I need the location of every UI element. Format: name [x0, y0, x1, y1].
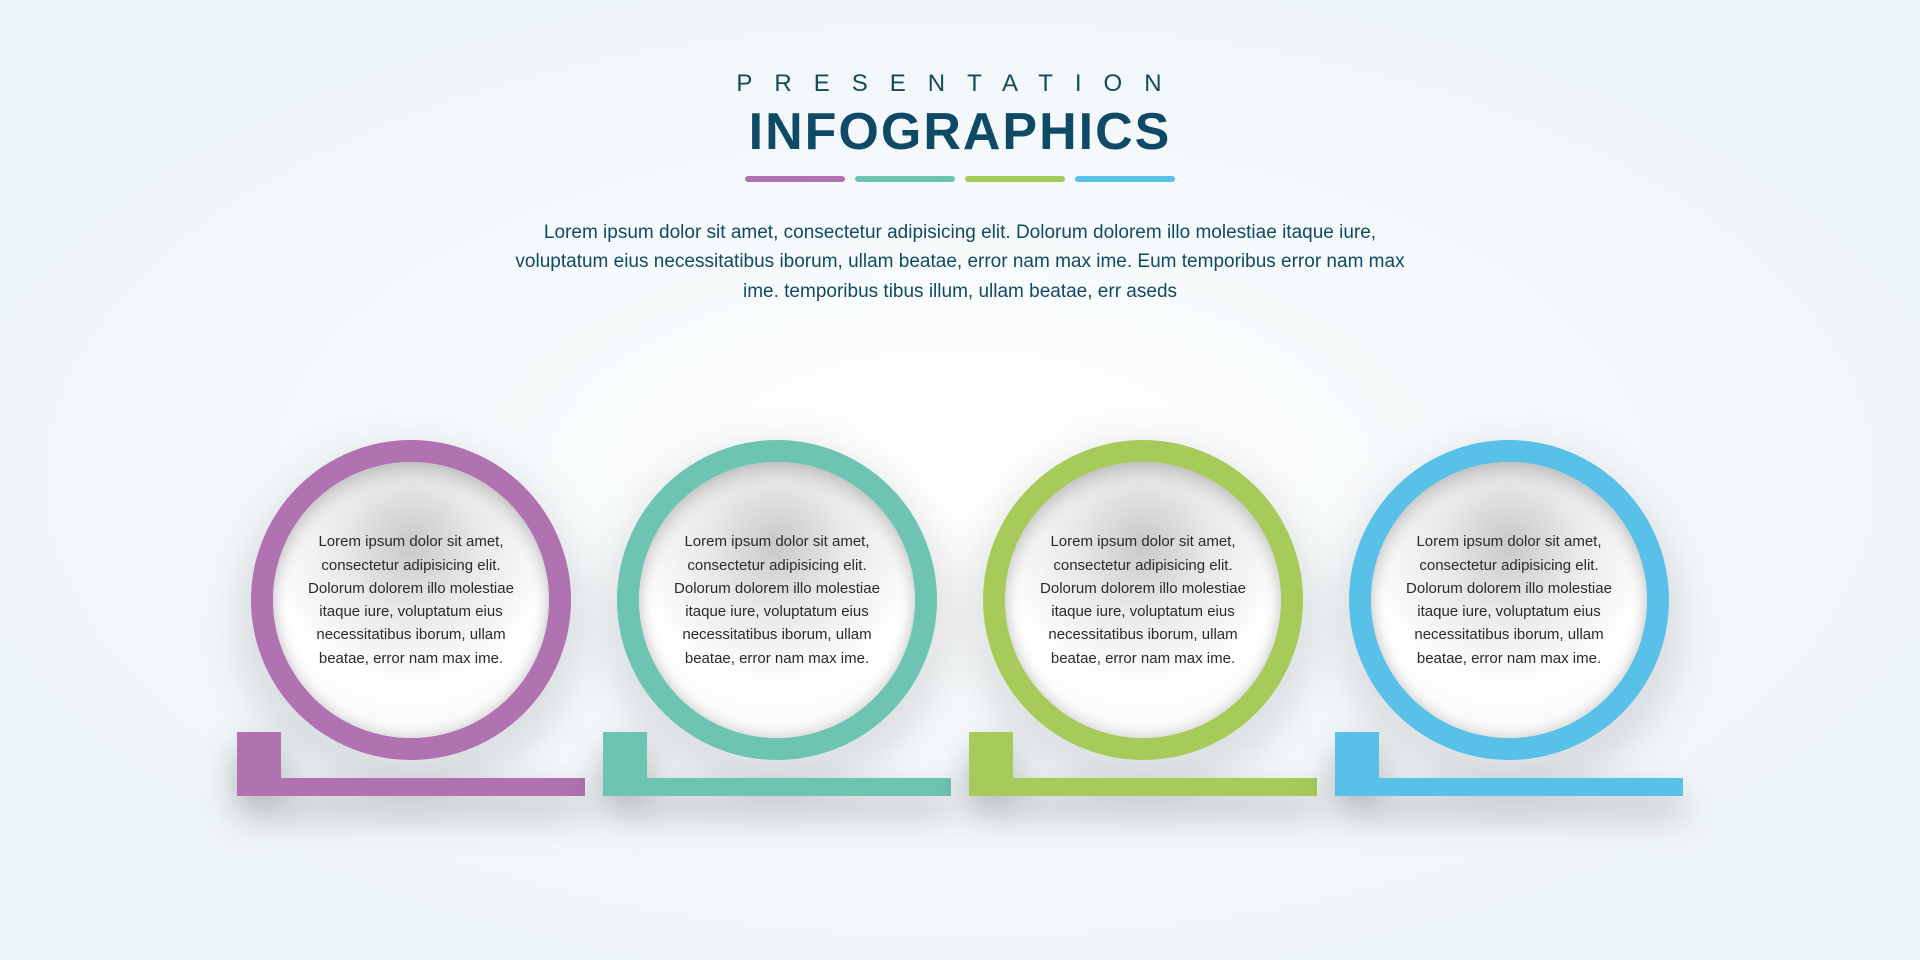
underline-seg-3: [965, 176, 1065, 182]
step-3-base: [969, 778, 1317, 796]
step-4-text: Lorem ipsum dolor sit amet, consectetur …: [1401, 530, 1617, 670]
step-1-disk: Lorem ipsum dolor sit amet, consectetur …: [273, 462, 549, 738]
underline-seg-4: [1075, 176, 1175, 182]
pretitle: PRESENTATION: [460, 70, 1460, 98]
step-1-base: [237, 778, 585, 796]
step-2: Lorem ipsum dolor sit amet, consectetur …: [617, 440, 937, 760]
intro-text: Lorem ipsum dolor sit amet, consectetur …: [510, 218, 1410, 306]
header: PRESENTATION INFOGRAPHICS Lorem ipsum do…: [460, 70, 1460, 306]
step-4-disk: Lorem ipsum dolor sit amet, consectetur …: [1371, 462, 1647, 738]
step-1: Lorem ipsum dolor sit amet, consectetur …: [251, 440, 571, 760]
step-3-disk: Lorem ipsum dolor sit amet, consectetur …: [1005, 462, 1281, 738]
title-underline: [460, 176, 1460, 182]
step-2-base: [603, 778, 951, 796]
step-2-text: Lorem ipsum dolor sit amet, consectetur …: [669, 530, 885, 670]
step-4-base: [1335, 778, 1683, 796]
underline-seg-2: [855, 176, 955, 182]
step-1-text: Lorem ipsum dolor sit amet, consectetur …: [303, 530, 519, 670]
step-2-disk: Lorem ipsum dolor sit amet, consectetur …: [639, 462, 915, 738]
step-3-text: Lorem ipsum dolor sit amet, consectetur …: [1035, 530, 1251, 670]
step-3: Lorem ipsum dolor sit amet, consectetur …: [983, 440, 1303, 760]
steps-row: Lorem ipsum dolor sit amet, consectetur …: [251, 440, 1669, 760]
title: INFOGRAPHICS: [460, 102, 1460, 162]
step-4: Lorem ipsum dolor sit amet, consectetur …: [1349, 440, 1669, 760]
underline-seg-1: [745, 176, 845, 182]
